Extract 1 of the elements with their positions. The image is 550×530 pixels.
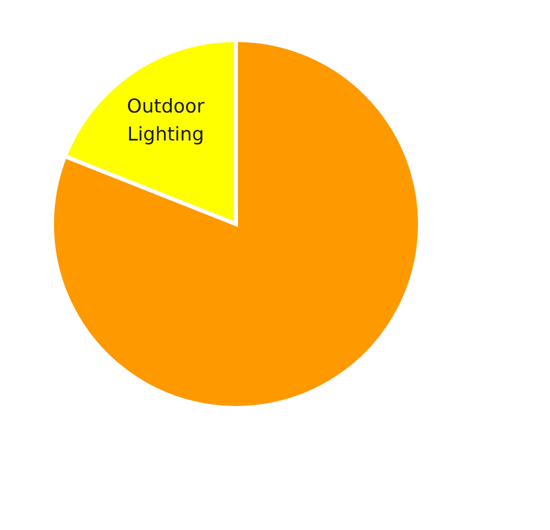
slice-label: Outdoor Lighting (126, 96, 205, 146)
